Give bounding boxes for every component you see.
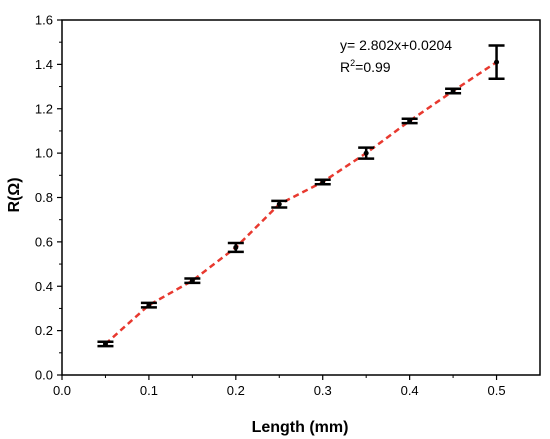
r-squared-prefix: R [340, 59, 350, 75]
y-tick-label: 0.0 [35, 368, 53, 383]
x-tick-label: 0.4 [401, 383, 419, 398]
data-point [320, 179, 326, 185]
y-tick-label: 1.6 [35, 13, 53, 28]
x-axis-title: Length (mm) [252, 419, 349, 436]
y-tick-label: 1.0 [35, 146, 53, 161]
data-point [233, 244, 239, 250]
x-tick-label: 0.3 [314, 383, 332, 398]
y-tick-label: 1.2 [35, 101, 53, 116]
r-squared-value: =0.99 [355, 59, 391, 75]
x-tick-label: 0.5 [488, 383, 506, 398]
data-point [102, 341, 108, 347]
data-point [363, 150, 369, 156]
data-point [407, 118, 413, 124]
x-tick-label: 0.1 [140, 383, 158, 398]
data-point [450, 88, 456, 94]
y-tick-label: 0.6 [35, 234, 53, 249]
fit-equation: y= 2.802x+0.0204 [340, 37, 452, 53]
y-tick-label: 0.4 [35, 279, 53, 294]
y-tick-label: 0.8 [35, 190, 53, 205]
x-tick-label: 0.0 [53, 383, 71, 398]
plot-frame [61, 19, 541, 376]
y-tick-label: 1.4 [35, 57, 53, 72]
r-squared: R2=0.99 [340, 58, 391, 75]
data-point [146, 302, 152, 308]
fit-line [104, 61, 498, 345]
y-axis-title: R(Ω) [6, 177, 23, 212]
data-point [276, 201, 282, 207]
r-squared-superscript: 2 [350, 58, 355, 68]
x-tick-label: 0.2 [227, 383, 245, 398]
data-point [494, 59, 500, 65]
data-point [189, 278, 195, 284]
y-tick-label: 0.2 [35, 323, 53, 338]
